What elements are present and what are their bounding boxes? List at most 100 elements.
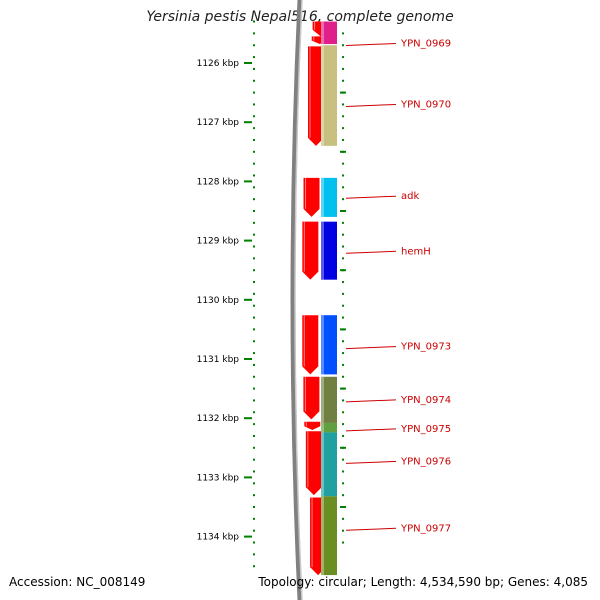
gene-block-highlight — [321, 221, 324, 280]
ruler-minor-tick — [253, 91, 255, 94]
ruler-minor-tick — [253, 316, 255, 319]
ruler-minor-tick — [253, 221, 255, 224]
track-major-tick — [340, 269, 346, 272]
gene-block-highlight — [321, 45, 324, 146]
track-minor-tick — [342, 529, 344, 532]
ruler-minor-tick — [253, 127, 255, 130]
gene-block-highlight — [321, 177, 324, 217]
track-minor-tick — [342, 352, 344, 355]
ruler-minor-tick — [253, 304, 255, 307]
track-minor-tick — [342, 304, 344, 307]
ruler-minor-tick — [253, 375, 255, 378]
ruler-minor-tick — [253, 174, 255, 177]
track-minor-tick — [342, 434, 344, 437]
gene-label: YPN_0969 — [400, 38, 451, 49]
track-minor-tick — [342, 67, 344, 70]
ruler-minor-tick — [253, 269, 255, 272]
track-minor-tick — [342, 411, 344, 414]
gene-block-highlight — [321, 496, 324, 576]
track-minor-tick — [342, 56, 344, 59]
ruler-major-tick — [244, 417, 252, 420]
track-minor-tick — [342, 470, 344, 473]
ruler-minor-tick — [253, 363, 255, 366]
ruler-minor-tick — [253, 20, 255, 23]
gene-block — [321, 177, 337, 217]
gene-block — [321, 432, 337, 497]
ruler-minor-tick — [253, 517, 255, 520]
ruler-tick-label: 1126 kbp — [197, 59, 240, 69]
ruler-minor-tick — [253, 138, 255, 141]
track-minor-tick — [342, 375, 344, 378]
ruler-minor-tick — [253, 541, 255, 544]
gene-leader-line — [345, 250, 397, 254]
ruler-minor-tick — [253, 423, 255, 426]
strand-arrow — [302, 315, 319, 375]
kbp-ruler: 1126 kbp 1127 kbp 1128 kbp 1129 kbp 1130 kbp… — [197, 20, 255, 568]
gene-label: YPN_0976 — [400, 456, 451, 467]
track-minor-tick — [342, 233, 344, 236]
track-minor-tick — [342, 245, 344, 248]
track-minor-tick — [342, 399, 344, 402]
gene-block — [321, 422, 337, 433]
gene-leader-line — [345, 195, 397, 199]
track-minor-tick — [342, 198, 344, 201]
ruler-minor-tick — [253, 32, 255, 35]
gene-label: adk — [401, 191, 419, 202]
track-major-tick — [340, 91, 346, 94]
track-minor-tick — [342, 115, 344, 118]
track-minor-tick — [342, 79, 344, 82]
gene-leader-line — [345, 346, 397, 350]
track-minor-tick — [342, 292, 344, 295]
accession-text: Accession: NC_008149 — [9, 575, 146, 589]
ruler-minor-tick — [253, 67, 255, 70]
ruler-minor-tick — [253, 198, 255, 201]
gene-leader-line — [345, 460, 397, 464]
gene-label: hemH — [401, 246, 431, 257]
ruler-minor-tick — [253, 115, 255, 118]
ruler-minor-tick — [253, 292, 255, 295]
ruler-major-tick — [244, 298, 252, 301]
ruler-minor-tick — [253, 506, 255, 508]
gene-label: YPN_0974 — [400, 395, 451, 406]
ruler-minor-tick — [253, 257, 255, 260]
track-minor-tick — [342, 138, 344, 141]
ruler-minor-tick — [253, 482, 255, 485]
track-minor-tick — [342, 458, 344, 461]
ruler-minor-tick — [253, 470, 255, 473]
ruler-minor-tick — [253, 565, 255, 568]
gene-block — [321, 45, 337, 146]
ruler-minor-tick — [253, 103, 255, 106]
strand-arrow — [308, 46, 325, 146]
strand-arrow — [304, 421, 321, 431]
track-minor-tick — [342, 340, 344, 343]
ruler-minor-tick — [253, 352, 255, 355]
gene-block-highlight — [321, 21, 324, 45]
gene-leader-line — [345, 399, 397, 403]
ruler-minor-tick — [253, 245, 255, 248]
ruler-major-tick — [244, 358, 252, 360]
ruler-major-tick — [244, 180, 252, 183]
track-minor-tick — [342, 44, 344, 47]
gene-block-highlight — [321, 422, 324, 433]
ruler-minor-tick — [253, 281, 255, 284]
track-major-tick — [340, 387, 346, 390]
ruler-major-tick — [244, 121, 252, 124]
track-major-tick — [340, 506, 346, 508]
gene-block — [321, 315, 337, 375]
ruler-major-tick — [244, 239, 252, 242]
ruler-minor-tick — [253, 79, 255, 82]
strand-arrow — [302, 221, 319, 280]
ruler-major-tick — [244, 476, 252, 479]
track-minor-tick — [342, 162, 344, 165]
ruler-minor-tick — [253, 434, 255, 437]
ruler-tick-label: 1127 kbp — [197, 118, 240, 128]
gene-leader-line — [345, 428, 397, 432]
gene-block-highlight — [321, 315, 324, 375]
ruler-tick-label: 1130 kbp — [197, 296, 240, 306]
ruler-major-tick — [244, 62, 252, 64]
ruler-minor-tick — [253, 458, 255, 461]
ruler-minor-tick — [253, 233, 255, 236]
gene-label: YPN_0973 — [400, 342, 451, 353]
